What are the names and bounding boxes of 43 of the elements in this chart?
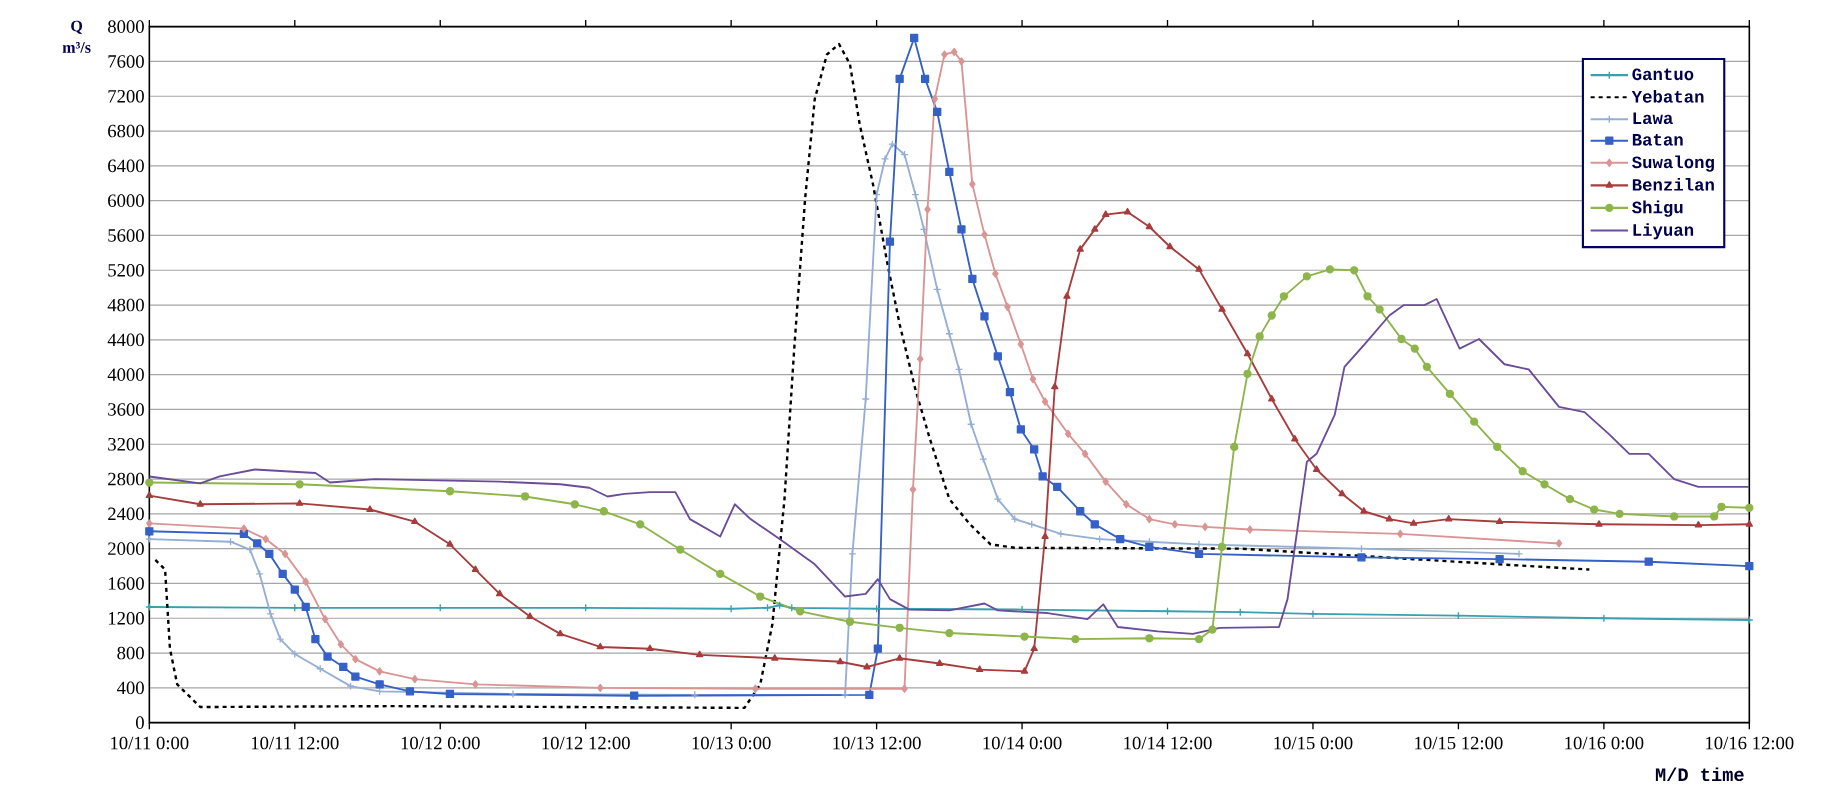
legend-label: Gantuo: [1632, 68, 1694, 81]
y-tick-label: 6400: [108, 159, 144, 173]
legend-label: Shigu: [1632, 200, 1683, 217]
legend-label: Yebatan: [1631, 89, 1704, 103]
x-tick-label: 10/14 12:00: [1124, 736, 1212, 750]
x-tick-label: 10/11 12:00: [251, 736, 339, 750]
y-tick-label: 1200: [108, 611, 144, 625]
y-tick-label: 2400: [108, 507, 144, 521]
y-tick-label: 2800: [108, 472, 144, 486]
y-tick-label: 5200: [108, 263, 144, 277]
y-tick-label: 1600: [108, 577, 144, 590]
legend-label: Liyuan: [1633, 223, 1694, 240]
y-tick-label: 800: [117, 646, 144, 660]
x-tick-label: 10/15 12:00: [1415, 736, 1503, 750]
y-tick-label: 400: [116, 681, 144, 695]
y-tick-label: 5600: [108, 229, 144, 242]
x-tick-label: 10/15 0:00: [1274, 736, 1353, 750]
y-tick-label: 8000: [108, 20, 144, 33]
x-tick-label: 10/12 0:00: [401, 736, 480, 750]
y-tick-label: 7200: [108, 89, 144, 103]
y-tick-label: 0: [136, 716, 144, 729]
x-tick-label: 10/16 0:00: [1565, 736, 1644, 750]
y-tick-label: 3200: [108, 437, 144, 451]
x-tick-label: 10/13 0:00: [692, 736, 771, 750]
y-tick-label: 2000: [108, 542, 144, 555]
x-tick-label: 10/13 12:00: [833, 736, 921, 750]
y-tick-label: 6000: [108, 194, 144, 207]
x-tick-label: 10/11 0:00: [111, 736, 189, 750]
x-tick-label: 10/12 12:00: [542, 736, 630, 750]
legend-label: Suwalong: [1632, 155, 1714, 172]
legend-label: Benzilan: [1632, 178, 1714, 191]
x-tick-label: 10/16 12:00: [1706, 736, 1794, 750]
legend-label: Lawa: [1633, 112, 1673, 125]
y-tick-label: 4000: [107, 368, 144, 381]
x-tick-label: 10/14 0:00: [983, 736, 1062, 750]
x-axis-title: M/D time: [1655, 767, 1744, 782]
y-axis-title: Q m³/s: [62, 20, 91, 53]
y-tick-label: 4400: [107, 333, 144, 347]
legend-label: Batan: [1632, 133, 1683, 146]
y-tick-label: 7600: [108, 55, 144, 68]
y-tick-label: 3600: [108, 403, 144, 416]
y-tick-label: 6800: [108, 124, 144, 138]
y-tick-label: 4800: [107, 298, 144, 312]
